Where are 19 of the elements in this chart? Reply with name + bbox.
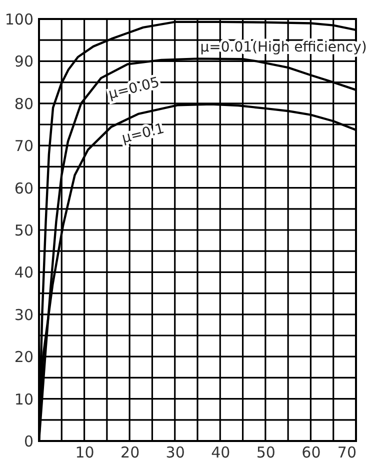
x-tick-label: 70 [337, 444, 356, 460]
y-tick-label: 90 [14, 52, 34, 71]
x-tick-label: 20 [120, 444, 140, 460]
y-tick-label: 60 [14, 179, 34, 198]
x-tick-label: 40 [211, 444, 230, 460]
y-tick-label: 30 [14, 306, 34, 324]
y-tick-label: 20 [14, 348, 34, 366]
x-tick-label: 10 [75, 444, 94, 460]
x-tick-label: 60 [302, 444, 321, 460]
y-tick-label: 100 [4, 10, 34, 28]
y-tick-label: 80 [14, 94, 34, 113]
x-tick-label: 50 [256, 444, 276, 460]
x-tick-label: 30 [166, 444, 185, 460]
y-tick-label: 10 [14, 390, 34, 408]
y-tick-label: 40 [14, 264, 34, 282]
y-tick-label: 0 [24, 432, 34, 450]
y-tick-label: 50 [14, 222, 34, 240]
text: μ=0.1 [120, 120, 166, 147]
y-tick-label: 70 [14, 137, 34, 156]
